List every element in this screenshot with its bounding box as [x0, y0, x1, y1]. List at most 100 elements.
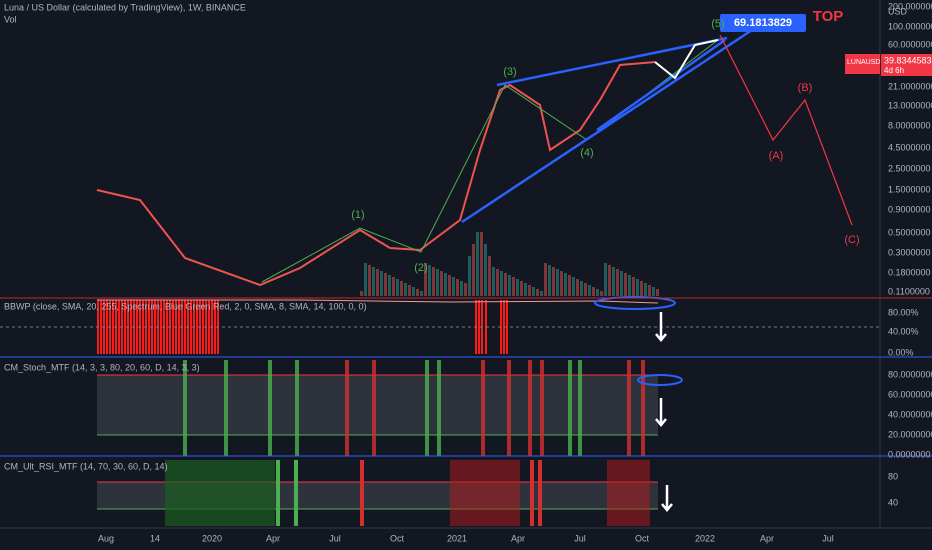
volume-bar — [616, 269, 619, 296]
indicator-axis-label: 80.0000000 — [888, 369, 932, 379]
volume-bar — [388, 275, 391, 296]
bbwp-line — [97, 299, 659, 304]
indicator-title: CM_Stoch_MTF (14, 3, 3, 80, 20, 60, D, 1… — [4, 362, 200, 372]
wave-label: (2) — [414, 262, 427, 274]
wave-label: (1) — [351, 209, 364, 221]
price-axis-label: 1.5000000 — [888, 184, 931, 194]
volume-bar — [656, 289, 659, 296]
bbwp-bar — [112, 300, 114, 354]
volume-bar — [548, 265, 551, 296]
indicator-axis-label: 80 — [888, 471, 898, 481]
signal-bar — [507, 360, 511, 456]
rsi-green-zone — [165, 460, 275, 526]
highlight — [594, 296, 676, 310]
axis-unit: USD — [888, 6, 908, 16]
volume-bar — [552, 267, 555, 296]
arrow — [655, 312, 667, 342]
wave-label: (B) — [798, 82, 813, 94]
bbwp-bar — [190, 300, 192, 354]
volume-bar — [512, 277, 515, 296]
signal-bar — [538, 460, 542, 526]
signal-bar — [641, 360, 645, 456]
volume-bar — [400, 281, 403, 296]
bbwp-bar — [118, 300, 120, 354]
price-axis-label: 0.5000000 — [888, 227, 931, 237]
price-tag-countdown: 4d 6h — [884, 66, 904, 75]
signal-bar — [425, 360, 429, 456]
volume-bar — [536, 289, 539, 296]
wave-label: (4) — [580, 147, 593, 159]
time-axis-label: Aug — [98, 533, 114, 543]
time-axis-label: Jul — [574, 533, 586, 543]
volume-bar — [464, 283, 467, 296]
volume-bar — [652, 287, 655, 296]
indicator-axis-label: 40.00% — [888, 326, 919, 336]
volume-bar — [540, 291, 543, 296]
volume-bar — [508, 275, 511, 296]
signal-bar — [345, 360, 349, 456]
wave-label: (5) — [711, 18, 724, 30]
time-axis-label: Apr — [266, 533, 280, 543]
volume-bar — [620, 271, 623, 296]
volume-bar — [420, 291, 423, 296]
highlight — [637, 374, 683, 386]
signal-bar — [372, 360, 376, 456]
volume-bar — [572, 277, 575, 296]
bbwp-bar — [196, 300, 198, 354]
volume-bar — [560, 271, 563, 296]
price-tag-price: 39.8344583 — [884, 55, 932, 65]
arrow — [661, 485, 673, 512]
signal-bar — [481, 360, 485, 456]
signal-bar — [530, 460, 534, 526]
volume-bar — [492, 267, 495, 296]
price-axis-label: 0.3000000 — [888, 247, 931, 257]
volume-bar — [448, 275, 451, 296]
volume-bar — [480, 232, 483, 296]
volume-bar — [452, 277, 455, 296]
volume-bar — [488, 256, 491, 296]
wave-label: (3) — [503, 66, 516, 78]
time-axis-label: Oct — [635, 533, 650, 543]
bbwp-bar — [214, 300, 216, 354]
bbwp-bar — [478, 300, 480, 354]
time-axis-label: Apr — [760, 533, 774, 543]
volume-bar — [436, 269, 439, 296]
time-axis-label: Jul — [822, 533, 834, 543]
volume-bar — [484, 244, 487, 296]
volume-bar — [596, 289, 599, 296]
chart-title: Luna / US Dollar (calculated by TradingV… — [4, 2, 246, 12]
volume-bar — [608, 265, 611, 296]
signal-bar — [627, 360, 631, 456]
price-tag — [881, 54, 932, 76]
volume-bar — [392, 277, 395, 296]
volume-bar — [432, 267, 435, 296]
bbwp-bar — [166, 300, 168, 354]
volume-bar — [496, 269, 499, 296]
trend-line — [461, 26, 756, 224]
bbwp-bar — [202, 300, 204, 354]
volume-bar — [524, 283, 527, 296]
rsi-red-zone — [607, 460, 650, 526]
volume-bar — [544, 263, 547, 296]
bbwp-bar — [178, 300, 180, 354]
indicator-axis-label: 0.0000000 — [888, 449, 931, 459]
volume-bar — [600, 291, 603, 296]
stoch-band — [97, 375, 658, 435]
bbwp-bar — [148, 300, 150, 354]
price-tag — [845, 54, 880, 74]
indicator-axis-label: 80.00% — [888, 307, 919, 317]
volume-bar — [604, 263, 607, 296]
volume-bar — [416, 289, 419, 296]
price-axis-label: 100.0000000 — [888, 21, 932, 31]
volume-bar — [632, 277, 635, 296]
bbwp-bar — [500, 300, 502, 354]
bbwp-bar — [172, 300, 174, 354]
time-axis-label: 2021 — [447, 533, 467, 543]
signal-bar — [578, 360, 582, 456]
signal-bar — [540, 360, 544, 456]
indicator-title: BBWP (close, SMA, 20, 255, Spectrum, Blu… — [4, 301, 367, 311]
volume-bar — [624, 273, 627, 296]
volume-bar — [580, 281, 583, 296]
volume-bar — [532, 287, 535, 296]
volume-bar — [460, 281, 463, 296]
